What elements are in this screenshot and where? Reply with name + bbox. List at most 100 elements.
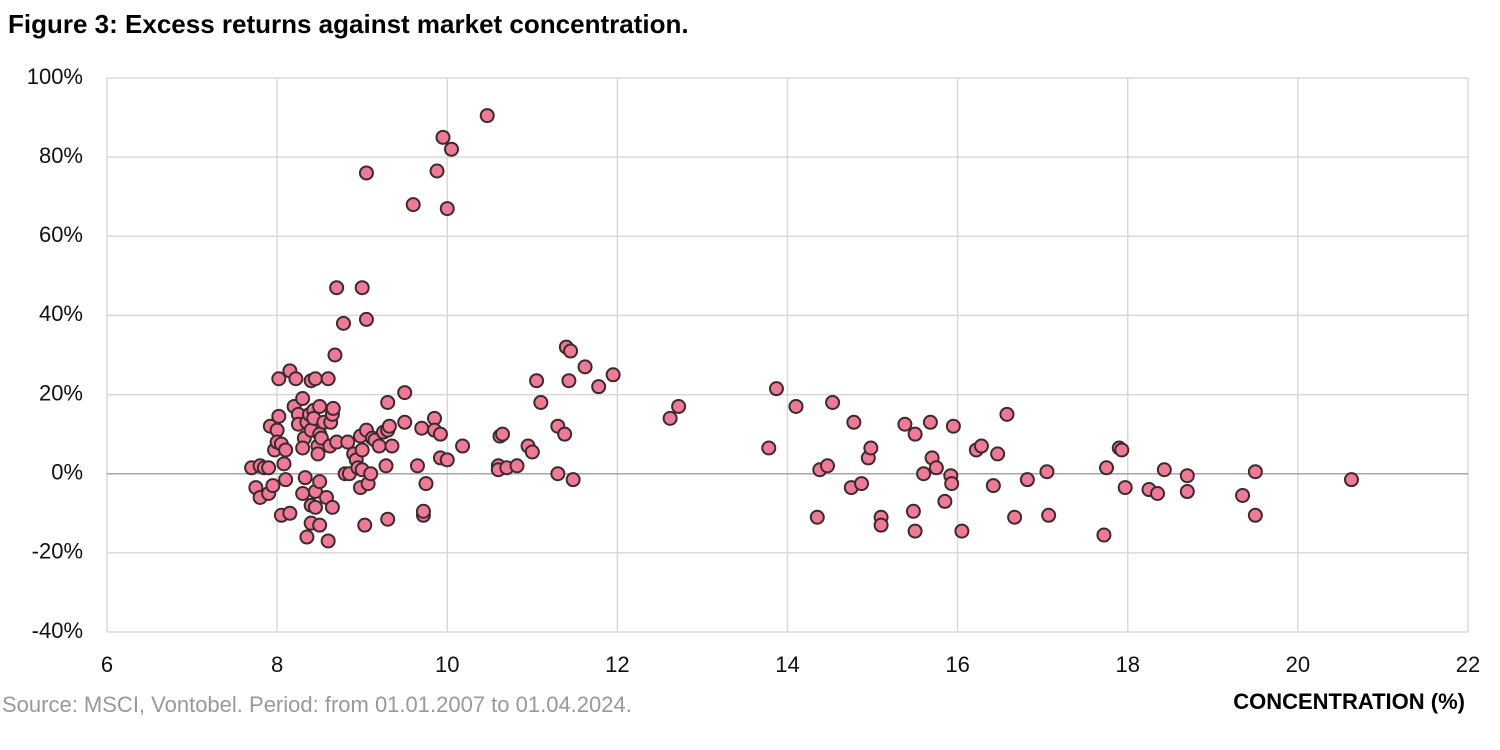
point [435, 129, 451, 145]
point [846, 414, 862, 430]
point [432, 426, 448, 442]
point [414, 420, 430, 436]
point [261, 460, 277, 476]
point [354, 442, 370, 458]
point [524, 444, 540, 460]
point [307, 499, 323, 515]
point [1235, 487, 1251, 503]
x-tick-label: 20 [1286, 652, 1310, 677]
point [944, 476, 960, 492]
point [295, 391, 311, 407]
point [1156, 462, 1172, 478]
point [325, 400, 341, 416]
y-tick-label: 20% [39, 380, 83, 405]
y-tick-label: 60% [39, 222, 83, 247]
point [1114, 442, 1130, 458]
point [278, 442, 294, 458]
point [358, 165, 374, 181]
point [825, 394, 841, 410]
x-tick-label: 22 [1456, 652, 1480, 677]
point [312, 474, 328, 490]
point [418, 476, 434, 492]
point [495, 426, 511, 442]
x-tick-label: 6 [101, 652, 113, 677]
point [358, 311, 374, 327]
point [310, 446, 326, 462]
x-axis-label: CONCENTRATION (%) [1233, 689, 1465, 714]
point [863, 440, 879, 456]
point [999, 406, 1015, 422]
y-tick-label: 40% [39, 301, 83, 326]
point [1039, 464, 1055, 480]
point [557, 426, 573, 442]
point [907, 523, 923, 539]
point [1343, 472, 1359, 488]
point [324, 499, 340, 515]
point [1247, 507, 1263, 523]
point [320, 371, 336, 387]
point [357, 517, 373, 533]
point [761, 440, 777, 456]
point [985, 478, 1001, 494]
point [444, 141, 460, 157]
point [312, 517, 328, 533]
point [788, 398, 804, 414]
point [265, 478, 281, 494]
point [271, 408, 287, 424]
point [439, 201, 455, 217]
point [671, 398, 687, 414]
point [415, 503, 431, 519]
point [299, 529, 315, 545]
point [363, 466, 379, 482]
x-tick-label: 12 [605, 652, 629, 677]
point [295, 440, 311, 456]
point [768, 381, 784, 397]
x-tick-label: 8 [271, 652, 283, 677]
point [605, 367, 621, 383]
point [1019, 472, 1035, 488]
point [1179, 468, 1195, 484]
point [1041, 507, 1057, 523]
point [380, 511, 396, 527]
y-tick-label: -20% [32, 539, 83, 564]
point [381, 418, 397, 434]
point [854, 476, 870, 492]
y-tick-label: 100% [27, 64, 83, 89]
point [278, 472, 294, 488]
point [371, 438, 387, 454]
point [928, 460, 944, 476]
x-tick-label: 10 [435, 652, 459, 677]
point [282, 505, 298, 521]
point [1150, 486, 1166, 501]
point [905, 503, 921, 519]
point [873, 517, 889, 533]
point [533, 394, 549, 410]
y-tick-label: -40% [32, 618, 83, 643]
point [1098, 460, 1114, 476]
point [1096, 527, 1112, 543]
point [907, 426, 923, 442]
point [809, 509, 825, 525]
point [295, 486, 311, 501]
point [378, 458, 394, 474]
point [320, 533, 336, 549]
point [380, 394, 396, 410]
point [288, 371, 304, 387]
point [479, 108, 495, 124]
chart-title: Figure 3: Excess returns against market … [8, 9, 689, 39]
point [990, 446, 1006, 462]
point [307, 371, 323, 387]
point [509, 458, 525, 474]
point [591, 379, 607, 395]
point [312, 398, 328, 414]
point [340, 434, 356, 450]
source-note: Source: MSCI, Vontobel. Period: from 01.… [2, 692, 632, 717]
point [405, 197, 421, 213]
point [384, 438, 400, 454]
point [354, 280, 370, 296]
point [550, 466, 566, 482]
y-tick-label: 80% [39, 143, 83, 168]
point [565, 472, 581, 488]
point [439, 452, 455, 468]
